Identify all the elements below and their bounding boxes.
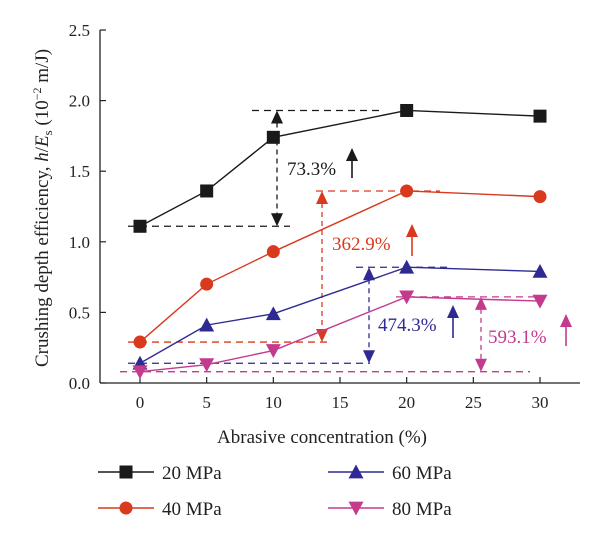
increase-arrow-head bbox=[560, 314, 572, 327]
annotation-label: 73.3% bbox=[287, 159, 336, 180]
annotation-arrow-down bbox=[271, 213, 283, 227]
legend-item: 60 MPa bbox=[328, 463, 452, 484]
data-series bbox=[132, 103, 548, 380]
legend-item: 40 MPa bbox=[98, 499, 222, 520]
data-point bbox=[265, 306, 281, 321]
series-20-mpa bbox=[133, 103, 547, 233]
data-point bbox=[199, 317, 215, 332]
data-point bbox=[266, 245, 280, 259]
annotation-label: 362.9% bbox=[332, 234, 391, 255]
x-tick-label: 0 bbox=[136, 393, 145, 412]
annotation-arrow-up bbox=[475, 296, 487, 310]
series-line bbox=[139, 190, 541, 343]
annotation-group: 362.9% bbox=[128, 190, 440, 343]
annotation-group: 593.1% bbox=[120, 296, 572, 373]
data-point bbox=[133, 219, 147, 233]
legend-label: 60 MPa bbox=[392, 463, 452, 484]
data-point bbox=[199, 358, 215, 373]
data-point bbox=[266, 130, 280, 144]
legend-label: 80 MPa bbox=[392, 499, 452, 520]
data-point bbox=[400, 184, 414, 198]
data-point bbox=[399, 290, 415, 305]
annotation-arrow-up bbox=[316, 190, 328, 204]
series-60-mpa bbox=[132, 259, 548, 370]
data-point bbox=[200, 184, 214, 198]
annotation-group: 73.3% bbox=[128, 109, 380, 227]
x-tick-label: 20 bbox=[398, 393, 415, 412]
legend-item: 80 MPa bbox=[328, 499, 452, 520]
x-axis-label: Abrasive concentration (%) bbox=[217, 427, 427, 448]
data-point bbox=[533, 190, 547, 204]
annotation-label: 474.3% bbox=[378, 315, 437, 336]
legend-marker bbox=[348, 464, 364, 479]
increase-arrow-head bbox=[406, 224, 418, 237]
series-80-mpa bbox=[132, 290, 548, 380]
data-point bbox=[532, 294, 548, 309]
legend-marker bbox=[119, 501, 133, 515]
data-point bbox=[533, 109, 547, 123]
y-axis-label: Crushing depth efficiency, h/Es (10−2 m/… bbox=[30, 49, 55, 367]
annotation-arrow-up bbox=[363, 267, 375, 281]
annotation-arrow-up bbox=[271, 110, 283, 124]
data-point bbox=[132, 365, 148, 380]
increase-arrow-head bbox=[447, 305, 459, 318]
data-point bbox=[532, 263, 548, 278]
increase-arrow-head bbox=[346, 148, 358, 161]
growth-annotations: 73.3% 362.9% 474.3% 593.1% bbox=[120, 109, 572, 373]
legend-marker bbox=[119, 465, 133, 479]
legend: 20 MPa 40 MPa 60 MPa 80 MPa bbox=[98, 463, 452, 520]
legend-marker bbox=[348, 501, 364, 516]
x-tick-label: 30 bbox=[532, 393, 549, 412]
annotation-arrow-down bbox=[363, 350, 375, 364]
y-tick-label: 1.0 bbox=[69, 233, 90, 252]
y-tick-label: 0.0 bbox=[69, 374, 90, 393]
axes: 0 5 10 15 20 25 30 0.0 0.5 1.0 1.5 2.0 2.5 bbox=[69, 21, 580, 412]
annotation-arrow-down bbox=[475, 358, 487, 372]
x-tick-label: 10 bbox=[265, 393, 282, 412]
series-line bbox=[139, 266, 541, 364]
x-tick-label: 15 bbox=[332, 393, 349, 412]
y-tick-label: 1.5 bbox=[69, 162, 90, 181]
legend-label: 20 MPa bbox=[162, 463, 222, 484]
data-point bbox=[400, 103, 414, 117]
x-tick-label: 5 bbox=[202, 393, 211, 412]
y-tick-label: 2.5 bbox=[69, 21, 90, 40]
x-tick-label: 25 bbox=[465, 393, 482, 412]
data-point bbox=[200, 277, 214, 291]
annotation-group: 474.3% bbox=[128, 266, 459, 364]
annotation-label: 593.1% bbox=[488, 327, 547, 348]
data-point bbox=[133, 335, 147, 349]
y-tick-label: 2.0 bbox=[69, 92, 90, 111]
legend-label: 40 MPa bbox=[162, 499, 222, 520]
series-line bbox=[139, 109, 541, 227]
series-40-mpa bbox=[133, 184, 547, 349]
data-point bbox=[265, 344, 281, 358]
legend-item: 20 MPa bbox=[98, 463, 222, 484]
data-point bbox=[399, 259, 415, 274]
y-tick-label: 0.5 bbox=[69, 303, 90, 322]
